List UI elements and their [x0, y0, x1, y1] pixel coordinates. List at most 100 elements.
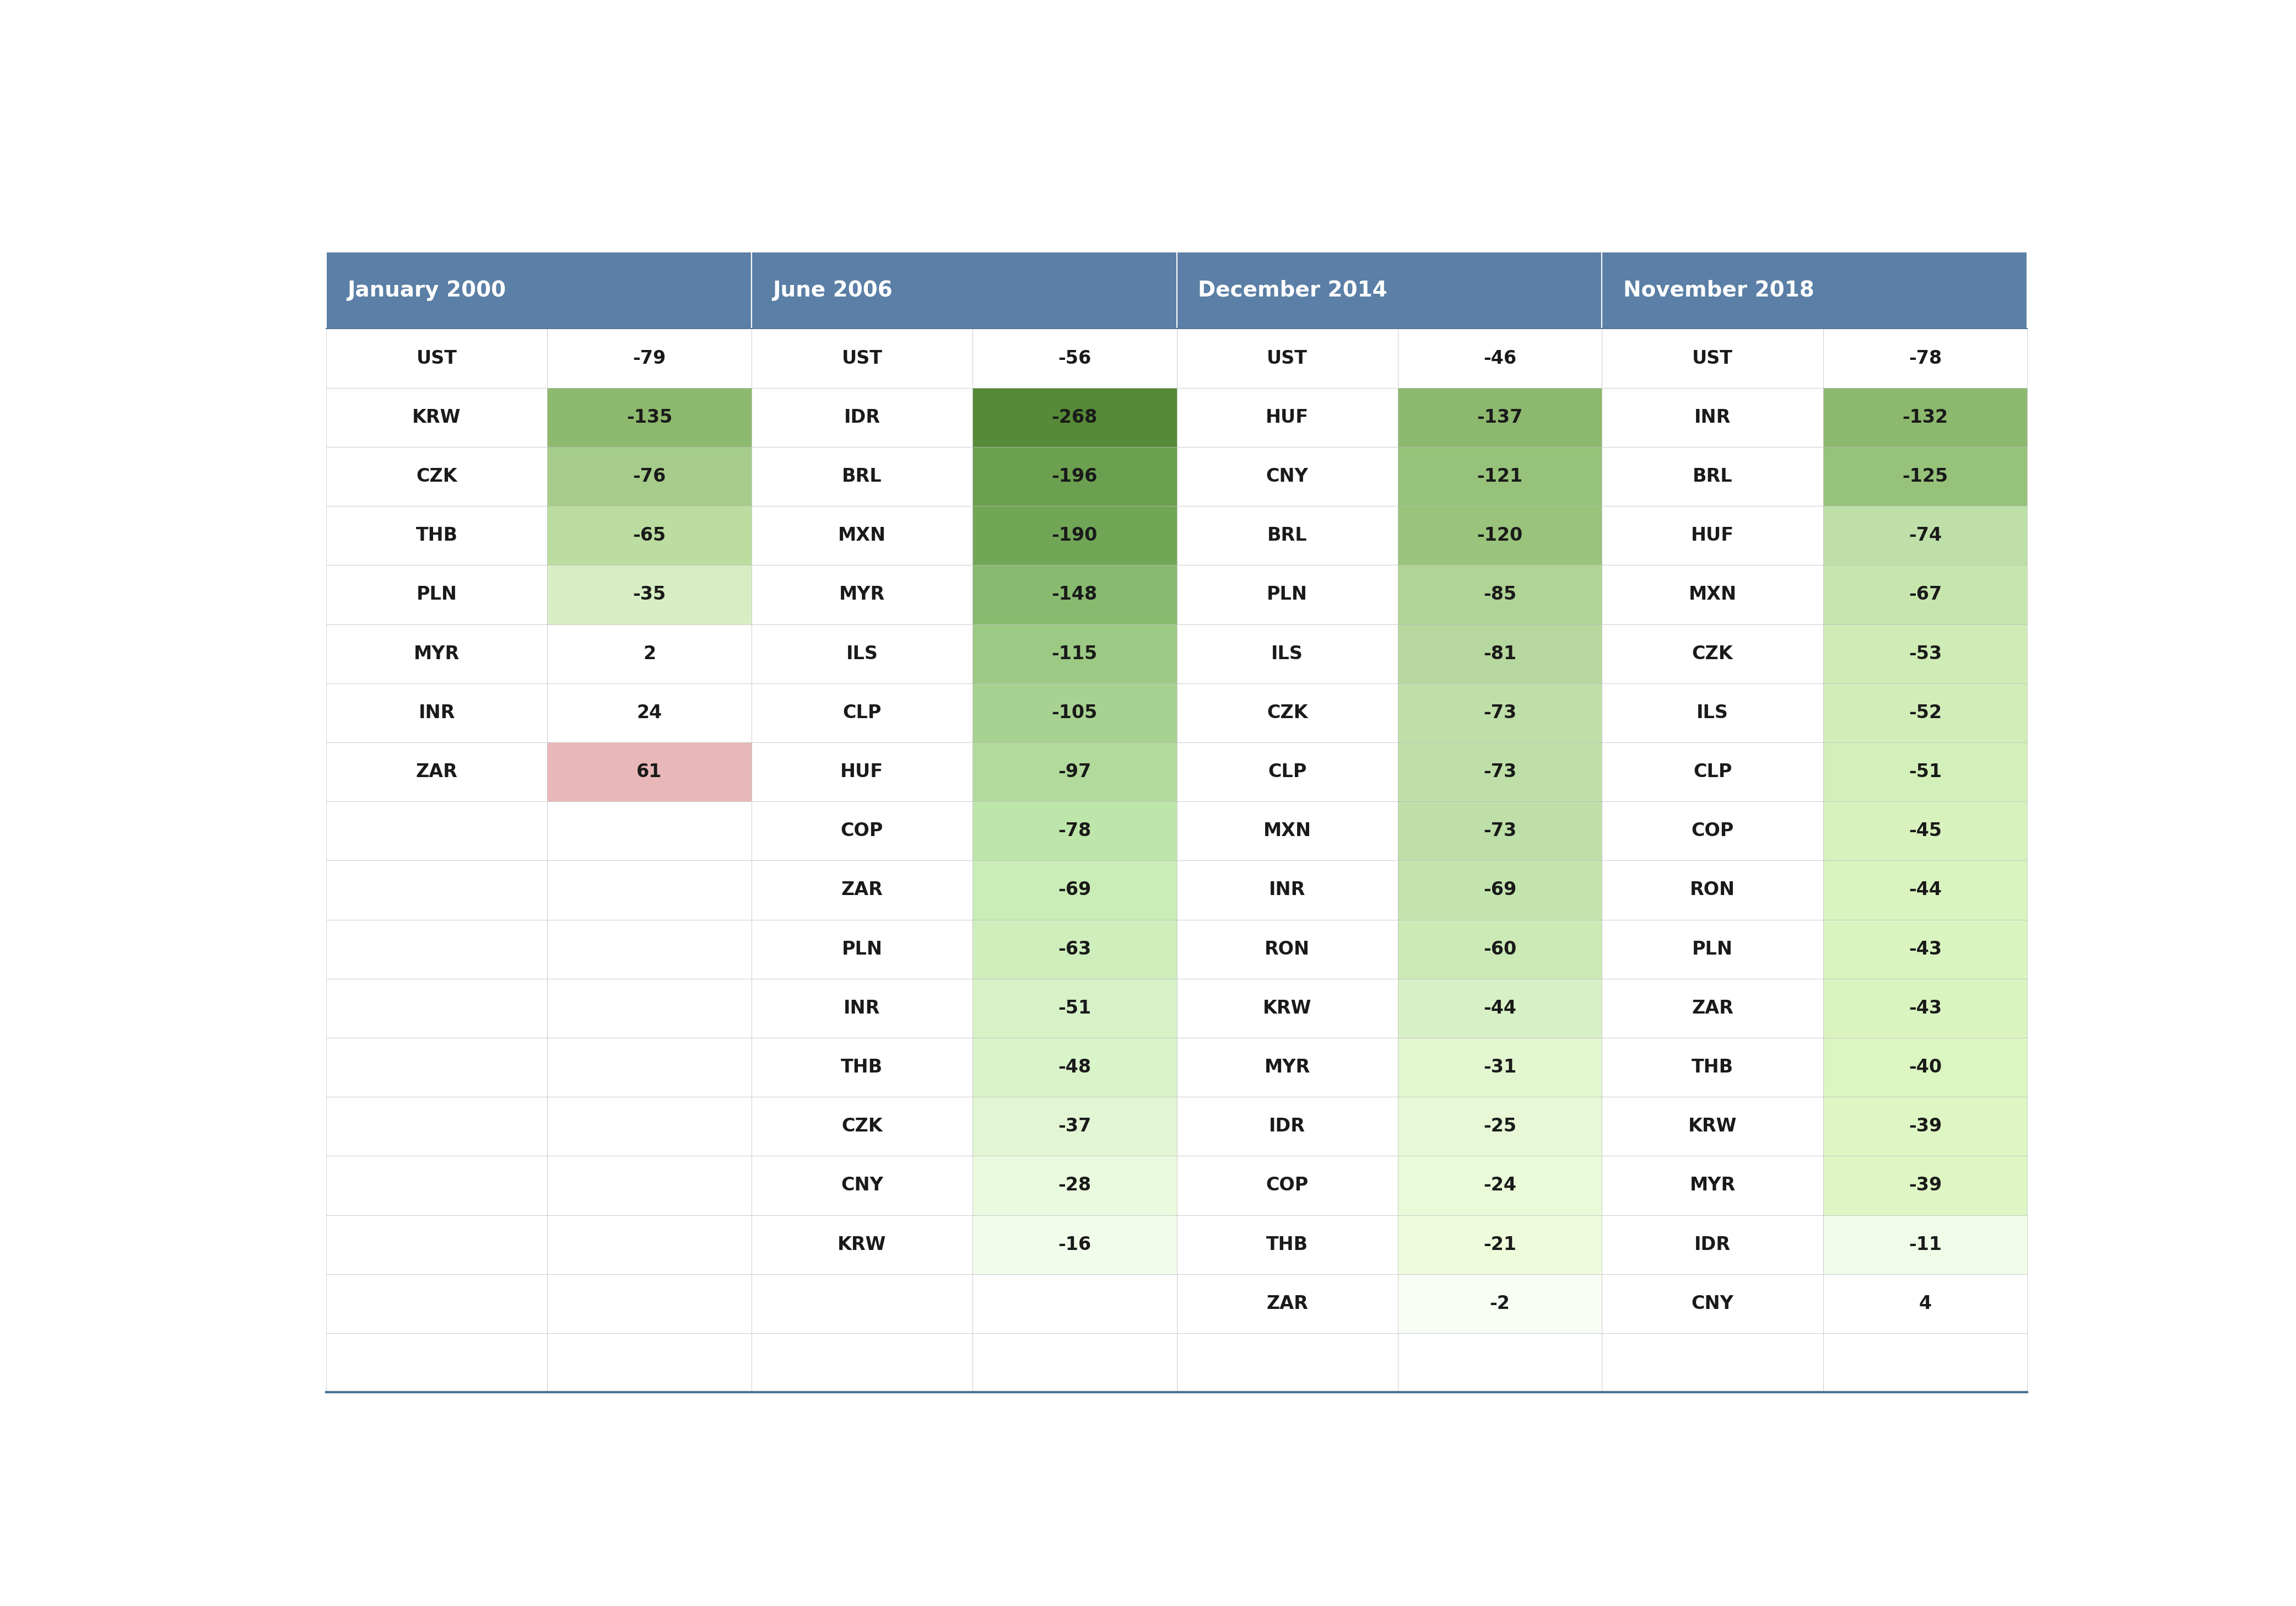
Text: -148: -148 — [1052, 586, 1097, 604]
Text: -125: -125 — [1903, 467, 1947, 485]
Bar — [751, 1037, 974, 1097]
Bar — [546, 1037, 751, 1097]
Bar — [1603, 801, 1823, 861]
Text: IDR: IDR — [1694, 1235, 1731, 1254]
Bar — [1603, 1097, 1823, 1156]
Bar — [326, 1097, 546, 1156]
Text: THB: THB — [1692, 1058, 1733, 1076]
Bar — [1823, 329, 2027, 387]
Bar — [326, 329, 546, 387]
Text: MXN: MXN — [838, 527, 886, 544]
Bar — [1823, 742, 2027, 801]
Text: 4: 4 — [1919, 1294, 1931, 1312]
Bar — [1398, 387, 1603, 446]
Text: -35: -35 — [634, 586, 666, 604]
Text: MYR: MYR — [413, 644, 459, 663]
Bar — [751, 565, 974, 625]
Text: -25: -25 — [1483, 1118, 1515, 1135]
Text: -45: -45 — [1908, 822, 1942, 840]
Bar — [974, 387, 1178, 446]
Bar — [546, 565, 751, 625]
Bar — [546, 1216, 751, 1274]
Text: -73: -73 — [1483, 822, 1518, 840]
Text: BRL: BRL — [1267, 527, 1306, 544]
Text: -21: -21 — [1483, 1235, 1515, 1254]
Text: CZK: CZK — [1267, 703, 1309, 721]
Bar — [1178, 252, 1603, 329]
Bar — [546, 978, 751, 1037]
Bar — [1398, 742, 1603, 801]
Bar — [1823, 625, 2027, 683]
Bar — [546, 742, 751, 801]
Bar — [1603, 1216, 1823, 1274]
Bar — [546, 920, 751, 978]
Bar — [1398, 1333, 1603, 1392]
Bar — [1603, 446, 1823, 506]
Text: UST: UST — [1692, 349, 1733, 368]
Text: INR: INR — [1694, 408, 1731, 427]
Bar — [546, 861, 751, 920]
Text: ILS: ILS — [1697, 703, 1729, 721]
Text: HUF: HUF — [1265, 408, 1309, 427]
Text: -268: -268 — [1052, 408, 1097, 427]
Bar — [326, 565, 546, 625]
Bar — [326, 625, 546, 683]
Text: COP: COP — [1692, 822, 1733, 840]
Text: -69: -69 — [1483, 882, 1518, 899]
Bar — [751, 1156, 974, 1216]
Text: -43: -43 — [1908, 999, 1942, 1017]
Bar — [326, 506, 546, 565]
Text: COP: COP — [840, 822, 884, 840]
Text: -76: -76 — [634, 467, 666, 485]
Text: KRW: KRW — [413, 408, 461, 427]
Text: -51: -51 — [1908, 763, 1942, 781]
Text: INR: INR — [1270, 882, 1306, 899]
Bar — [974, 1156, 1178, 1216]
Bar — [546, 387, 751, 446]
Bar — [751, 742, 974, 801]
Text: ZAR: ZAR — [1692, 999, 1733, 1017]
Bar — [751, 978, 974, 1037]
Text: -37: -37 — [1058, 1118, 1091, 1135]
Bar — [1823, 801, 2027, 861]
Bar — [1398, 329, 1603, 387]
Bar — [1603, 506, 1823, 565]
Text: COP: COP — [1265, 1176, 1309, 1195]
Bar — [1603, 742, 1823, 801]
Bar — [1823, 506, 2027, 565]
Text: MYR: MYR — [1690, 1176, 1736, 1195]
Bar — [1398, 565, 1603, 625]
Bar — [1178, 1037, 1398, 1097]
Bar — [751, 920, 974, 978]
Text: ILS: ILS — [845, 644, 877, 663]
Text: RON: RON — [1690, 882, 1736, 899]
Bar — [1603, 861, 1823, 920]
Bar — [751, 625, 974, 683]
Text: BRL: BRL — [843, 467, 882, 485]
Text: -16: -16 — [1058, 1235, 1091, 1254]
Text: -85: -85 — [1483, 586, 1518, 604]
Bar — [751, 329, 974, 387]
Bar — [1178, 920, 1398, 978]
Bar — [1178, 861, 1398, 920]
Bar — [1178, 1274, 1398, 1333]
Bar — [546, 329, 751, 387]
Bar — [326, 1037, 546, 1097]
Bar — [1603, 387, 1823, 446]
Bar — [1823, 446, 2027, 506]
Bar — [1398, 1216, 1603, 1274]
Bar — [1823, 1216, 2027, 1274]
Text: MYR: MYR — [1265, 1058, 1311, 1076]
Bar — [1398, 683, 1603, 742]
Bar — [1603, 1037, 1823, 1097]
Text: -137: -137 — [1476, 408, 1522, 427]
Bar — [974, 920, 1178, 978]
Text: PLN: PLN — [843, 940, 882, 959]
Text: December 2014: December 2014 — [1199, 279, 1387, 300]
Bar — [546, 506, 751, 565]
Text: PLN: PLN — [1267, 586, 1309, 604]
Bar — [1178, 387, 1398, 446]
Bar — [751, 1216, 974, 1274]
Text: UST: UST — [416, 349, 457, 368]
Text: THB: THB — [1267, 1235, 1309, 1254]
